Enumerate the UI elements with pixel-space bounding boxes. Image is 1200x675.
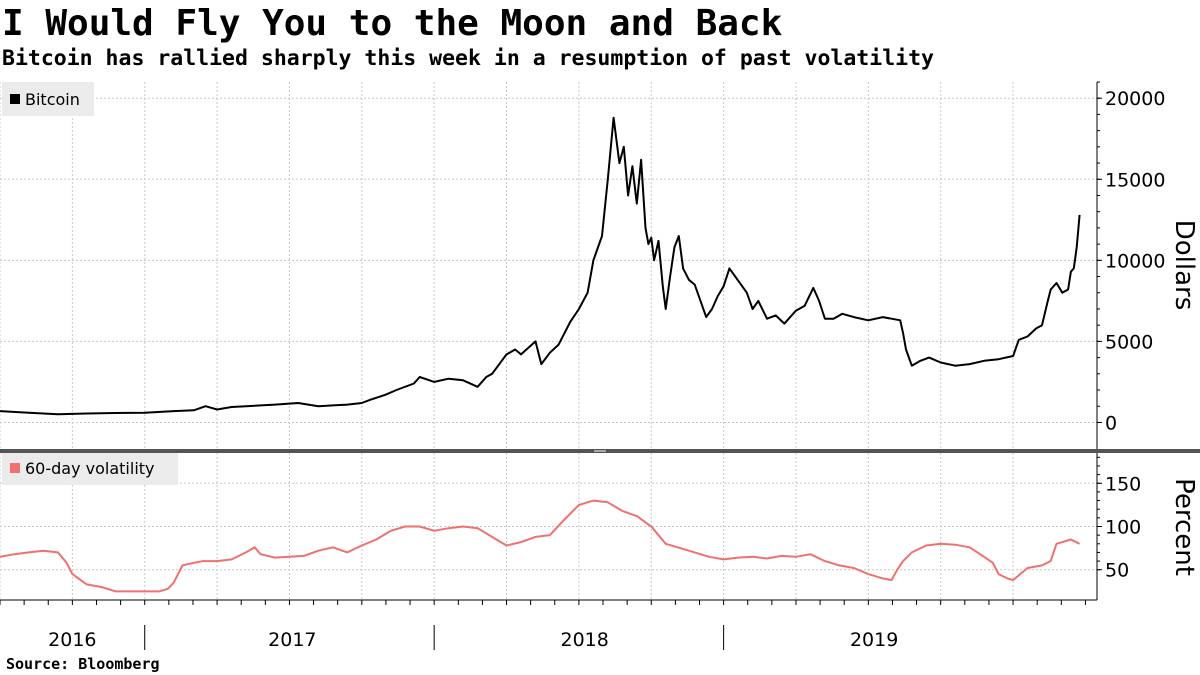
x-tick-label: 2019: [850, 629, 898, 651]
y-tick-label: 15000: [1105, 169, 1165, 191]
y-tick-label: 100: [1105, 517, 1141, 539]
legend-box: [2, 451, 178, 485]
legend-label: Bitcoin: [25, 90, 80, 109]
source-note: Source: Bloomberg: [6, 655, 160, 673]
legend-swatch: [10, 94, 20, 104]
legend-swatch: [10, 463, 20, 473]
series-line-price: [0, 116, 1081, 416]
y-tick-label: 0: [1105, 412, 1117, 434]
grid-layer: [0, 82, 1097, 600]
chart-subtitle: Bitcoin has rallied sharply this week in…: [2, 46, 934, 71]
series-layer: [0, 116, 1081, 593]
x-tick-label: 2016: [48, 629, 96, 651]
y-tick-label: 20000: [1105, 88, 1165, 110]
series-line-volatility: [0, 499, 1081, 593]
x-tick-label: 2017: [268, 629, 316, 651]
y-tick-label: 50: [1105, 560, 1129, 582]
y-axis-title: Dollars: [1169, 220, 1199, 311]
legend-label: 60-day volatility: [25, 459, 155, 478]
chart-title: I Would Fly You to the Moon and Back: [2, 3, 783, 44]
y-tick-label: 10000: [1105, 250, 1165, 272]
x-tick-label: 2018: [561, 629, 609, 651]
y-tick-label: 5000: [1105, 331, 1153, 353]
y-tick-label: 150: [1105, 473, 1141, 495]
axis-layer: 0 5000 10000 15000 20000 Dollars Bitcoin 50 100 1…: [0, 81, 1200, 651]
divider-grip: [594, 450, 606, 452]
y-axis-title: Percent: [1169, 478, 1199, 576]
